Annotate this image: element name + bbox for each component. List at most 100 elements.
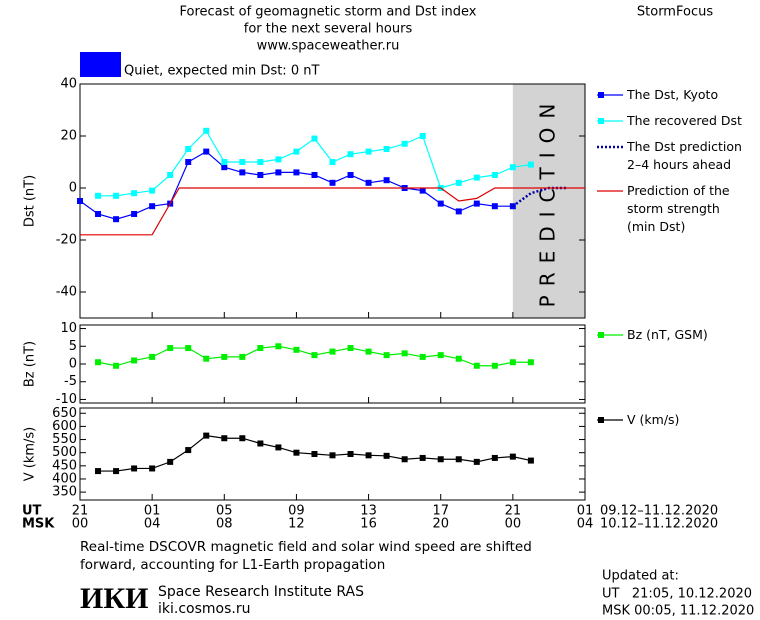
point [347, 451, 354, 457]
legend-point [598, 92, 604, 98]
point [419, 353, 426, 360]
point [257, 159, 264, 165]
point [527, 359, 534, 366]
subtitle: for the next several hours [244, 22, 413, 37]
point [275, 156, 282, 163]
legend-swatch [597, 92, 623, 98]
point [185, 345, 192, 352]
point [131, 211, 138, 217]
legend-item: The recovered Dst [596, 112, 742, 130]
point [311, 451, 318, 457]
ut-label: UT [22, 504, 42, 519]
point [365, 179, 372, 186]
point [275, 444, 282, 451]
point [239, 353, 246, 360]
point [329, 179, 336, 186]
x-tick-label: 17 [432, 504, 449, 519]
legend-swatch [597, 417, 623, 423]
point [113, 192, 120, 199]
legend-text: The recovered Dst [627, 113, 742, 128]
point [275, 343, 282, 350]
logo: ИКИ [80, 582, 148, 615]
point [401, 456, 408, 463]
x-tick-label: 05 [216, 504, 233, 519]
point [401, 350, 408, 357]
x-tick-label: 21 [505, 504, 522, 519]
legend-item: The Dst, Kyoto [596, 86, 742, 104]
point [473, 362, 480, 369]
point [455, 208, 462, 215]
point [419, 454, 426, 461]
x-tick-label: 01 [577, 504, 594, 519]
point [257, 345, 264, 352]
x-tick-label-msk: 16 [360, 517, 377, 532]
y-tick-label: 400 [52, 471, 77, 486]
legend-swatch [597, 145, 623, 149]
legend-point [598, 118, 604, 124]
point [95, 468, 102, 475]
point [185, 146, 192, 152]
point [311, 352, 318, 359]
legend-point [598, 332, 604, 338]
point [203, 127, 210, 134]
point [113, 216, 120, 223]
x-tick-label: 01 [144, 504, 161, 519]
point [131, 357, 138, 364]
msk-range: 10.12–11.12.2020 [600, 517, 718, 532]
updated: Updated at: [602, 569, 679, 584]
y-tick-label: 650 [52, 406, 77, 421]
y-tick-label: 500 [52, 445, 77, 460]
point [257, 172, 264, 178]
plot-frame [79, 324, 586, 404]
plot-frame [79, 83, 586, 319]
point [77, 198, 83, 204]
point [383, 146, 390, 152]
point [329, 348, 336, 355]
series-line [80, 187, 585, 236]
point [239, 435, 246, 442]
point [221, 353, 228, 360]
point [95, 359, 102, 366]
point [293, 169, 300, 176]
legend: Bz (nT, GSM) [596, 326, 708, 344]
point [491, 454, 498, 461]
point [329, 159, 336, 165]
point [527, 161, 534, 168]
status-text: Quiet, expected min Dst: 0 nT [124, 64, 319, 79]
x-tick-label-msk: 12 [288, 517, 305, 532]
legend-swatch [597, 118, 623, 124]
y-tick-label: -5 [64, 374, 77, 389]
msk-label: MSK [22, 517, 55, 532]
legend-swatch [597, 332, 623, 338]
point [149, 187, 156, 194]
point [365, 348, 372, 355]
point [491, 362, 498, 369]
point [275, 169, 282, 176]
y-tick-label: 10 [60, 321, 77, 336]
point [311, 135, 318, 142]
x-tick-label-msk: 08 [216, 517, 233, 532]
point [203, 432, 210, 439]
x-tick-label-msk: 00 [505, 517, 522, 532]
y-tick-label: 0 [69, 181, 77, 196]
y-tick-label: 600 [52, 419, 77, 434]
legend-text: The Dst, Kyoto [627, 87, 719, 102]
legend-item: Bz (nT, GSM) [596, 326, 708, 344]
point [95, 192, 102, 199]
website: iki.cosmos.ru [158, 601, 250, 617]
legend-text: Bz (nT, GSM) [627, 327, 708, 342]
point [383, 177, 390, 184]
x-tick-label: 21 [72, 504, 89, 519]
x-tick-label-msk: 04 [577, 517, 594, 532]
point [293, 148, 300, 155]
y-tick-label: 40 [60, 77, 77, 92]
title: Forecast of geomagnetic storm and Dst in… [179, 5, 476, 20]
point [347, 151, 354, 158]
point [401, 140, 408, 147]
legend-point [598, 417, 604, 423]
y-tick-label: 20 [60, 129, 77, 144]
point [257, 440, 264, 447]
point [473, 458, 480, 465]
site: www.spaceweather.ru [257, 39, 400, 54]
